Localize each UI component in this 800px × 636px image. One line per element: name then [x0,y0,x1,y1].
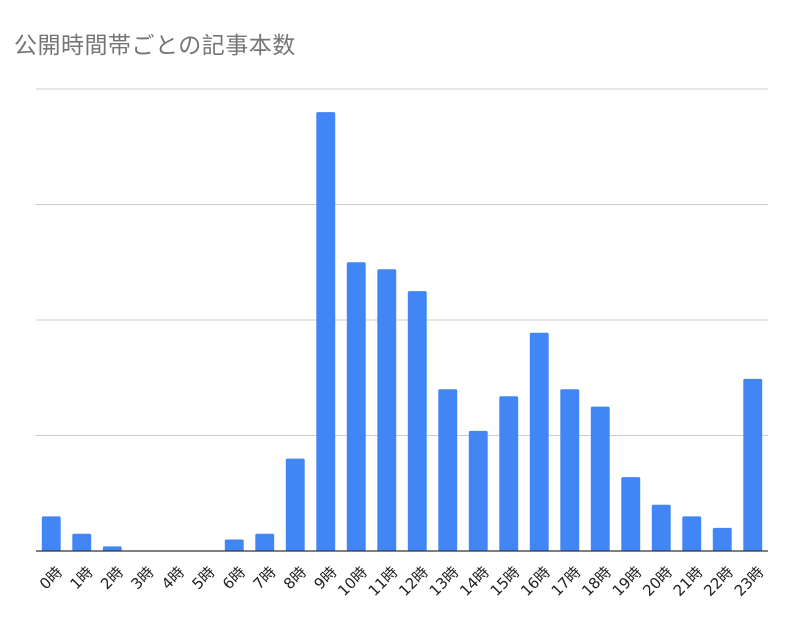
x-tick-label-3: 3時 [127,563,157,593]
bar-17 [560,389,580,551]
bar-9 [316,112,336,551]
bar-6 [224,539,244,551]
x-tick-label-19: 19時 [609,563,646,600]
x-tick-label-22: 22時 [700,563,737,600]
chart-title: 公開時間帯ごとの記事本数 [14,33,296,59]
bar-10 [346,262,366,552]
x-tick-label-5: 5時 [188,563,218,593]
x-tick-label-11: 11時 [365,563,402,600]
x-tick-label-17: 17時 [548,563,585,600]
bars [41,112,763,552]
x-tick-label-0: 0時 [36,563,66,593]
x-tick-label-8: 8時 [280,563,310,593]
x-tick-label-10: 10時 [334,563,371,600]
x-tick-label-2: 2時 [97,563,127,593]
bar-1 [72,533,92,551]
bar-21 [682,516,702,551]
x-tick-label-1: 1時 [66,563,96,593]
x-tick-label-6: 6時 [219,563,249,593]
bar-15 [499,396,519,551]
x-tick-label-23: 23時 [731,563,768,600]
bar-20 [651,504,671,551]
gridlines [36,88,768,436]
x-tick-labels: 0時 1時 2時 3時 4時 5時 6時 7時 8時 9時10時11時12時13時14時15時16… [36,563,768,600]
x-tick-label-4: 4時 [158,563,188,593]
x-tick-label-20: 20時 [639,563,676,600]
bar-16 [529,332,549,551]
bar-7 [255,533,275,551]
bar-14 [468,430,488,551]
x-tick-label-16: 16時 [517,563,554,600]
x-tick-label-18: 18時 [578,563,615,600]
bar-2 [102,546,122,551]
bar-22 [712,527,732,551]
bar-18 [590,406,610,551]
x-tick-label-21: 21時 [670,563,707,600]
bar-8 [285,458,305,551]
x-tick-label-14: 14時 [456,563,493,600]
bar-0 [41,516,61,551]
x-tick-label-15: 15時 [487,563,524,600]
x-tick-label-13: 13時 [426,563,463,600]
bar-13 [438,389,458,551]
x-tick-label-7: 7時 [249,563,279,593]
bar-11 [377,269,397,551]
bar-12 [407,291,427,551]
bar-23 [743,378,763,551]
bar-19 [621,477,641,551]
x-tick-label-12: 12時 [395,563,432,600]
